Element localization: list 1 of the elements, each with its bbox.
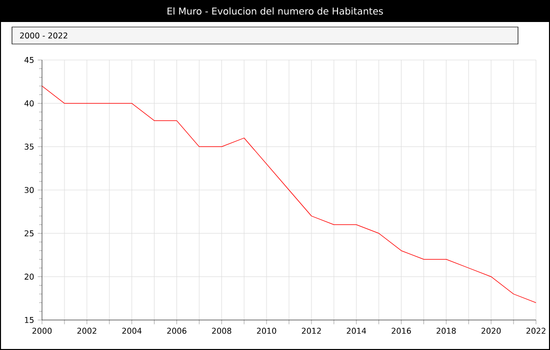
chart-title: El Muro - Evolucion del numero de Habitantes <box>168 7 383 15</box>
